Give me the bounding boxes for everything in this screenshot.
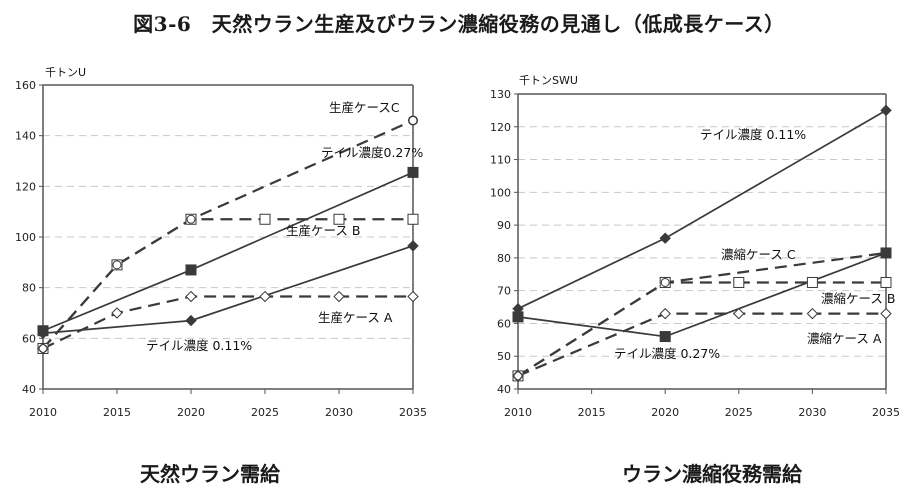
series-line — [42, 295, 413, 350]
series-marker-square — [185, 213, 197, 225]
series-line — [42, 171, 414, 332]
series-marker-diamond — [185, 314, 197, 327]
series-label: 生産ケース B — [286, 223, 360, 238]
series-label: 濃縮ケース B — [821, 291, 895, 306]
series-marker-square — [185, 264, 197, 276]
x-tick-label: 2030 — [798, 406, 826, 419]
series-marker-diamond — [407, 240, 419, 252]
series-label: テイル濃度 0.11% — [146, 338, 252, 353]
series-marker-diamond — [111, 307, 123, 319]
series-marker-circle — [513, 371, 523, 381]
y-tick-label: 160 — [15, 79, 36, 92]
series-marker-circle — [881, 248, 891, 258]
series-marker-diamond — [333, 290, 345, 303]
right-chart-title: ウラン濃縮役務需給 — [622, 462, 802, 486]
y-tick-label: 80 — [22, 282, 36, 295]
series-label: テイル濃度 0.11% — [700, 127, 806, 142]
y-tick-label: 100 — [15, 231, 36, 244]
x-tick-label: 2020 — [177, 406, 205, 419]
x-tick-label: 2035 — [872, 406, 900, 419]
series-marker-square — [880, 276, 892, 288]
series-line — [42, 218, 413, 350]
y-axis-unit-label: 千トンU — [45, 66, 86, 79]
series-marker-circle — [38, 343, 48, 353]
figure-title: 図3-6 天然ウラン生産及びウラン濃縮役務の見通し（低成長ケース） — [133, 12, 785, 36]
left-chart-title: 天然ウラン需給 — [140, 462, 280, 486]
y-tick-label: 130 — [490, 88, 511, 101]
y-tick-label: 80 — [497, 252, 511, 265]
series-marker-square — [333, 213, 345, 225]
series-marker-square — [806, 276, 818, 288]
series-marker-square — [659, 276, 671, 288]
series-marker-square — [259, 213, 271, 225]
series-marker-diamond — [37, 327, 49, 339]
x-tick-label: 2035 — [399, 406, 427, 419]
x-tick-label: 2025 — [251, 406, 279, 419]
series-marker-square — [733, 276, 745, 288]
series-label: 濃縮ケース C — [721, 247, 796, 262]
x-tick-label: 2010 — [504, 406, 532, 419]
y-tick-label: 40 — [497, 383, 511, 396]
series-label: テイル濃度0.27% — [321, 145, 423, 160]
series-marker-diamond — [806, 307, 819, 320]
series-marker-diamond — [659, 232, 671, 244]
x-tick-label: 2025 — [725, 406, 753, 419]
y-tick-label: 40 — [22, 383, 36, 396]
y-tick-label: 70 — [497, 285, 511, 298]
left-chart-natural-uranium: 40 60 80 100 120 140 160 2010 2015 2020 2025 2030 20… — [15, 66, 427, 419]
series-marker-diamond — [259, 290, 271, 303]
y-tick-label: 100 — [490, 186, 511, 199]
y-tick-label: 60 — [22, 332, 36, 345]
series-marker-square — [880, 247, 892, 259]
series-marker-diamond — [185, 290, 197, 303]
series-marker-diamond — [733, 307, 745, 320]
series-marker-circle — [112, 260, 122, 270]
y-axis-unit-label: 千トンSWU — [519, 74, 578, 87]
x-tick-label: 2010 — [29, 406, 57, 419]
y-tick-label: 50 — [497, 350, 511, 363]
series-marker-diamond — [407, 290, 419, 303]
series-label: テイル濃度 0.27% — [614, 346, 720, 361]
series-marker-circle — [186, 214, 196, 224]
series-marker-diamond — [880, 307, 892, 320]
series-marker-square — [407, 166, 419, 178]
series-marker-diamond — [659, 307, 671, 320]
x-tick-label: 2015 — [103, 406, 131, 419]
series-marker-square — [111, 259, 123, 271]
series-marker-circle — [660, 277, 670, 287]
x-tick-label: 2020 — [651, 406, 679, 419]
y-tick-label: 90 — [497, 219, 511, 232]
series-label: 生産ケース A — [318, 310, 393, 325]
series-label: 濃縮ケース A — [807, 331, 882, 346]
y-tick-label: 140 — [15, 130, 36, 143]
y-tick-label: 120 — [15, 180, 36, 193]
x-tick-label: 2030 — [325, 406, 353, 419]
y-tick-label: 60 — [497, 317, 511, 330]
series-label: 生産ケースC — [329, 100, 400, 115]
series-marker-square — [512, 311, 524, 323]
series-marker-square — [659, 331, 671, 343]
x-tick-label: 2015 — [578, 406, 606, 419]
series-marker-square — [407, 213, 419, 225]
y-tick-label: 120 — [490, 121, 511, 134]
series-marker-circle — [408, 115, 418, 125]
y-tick-label: 110 — [490, 154, 511, 167]
right-chart-enrichment: 40 50 60 70 80 90 100 110 120 130 2010 2015 2020 2025… — [490, 74, 900, 419]
series-marker-diamond — [880, 104, 892, 117]
